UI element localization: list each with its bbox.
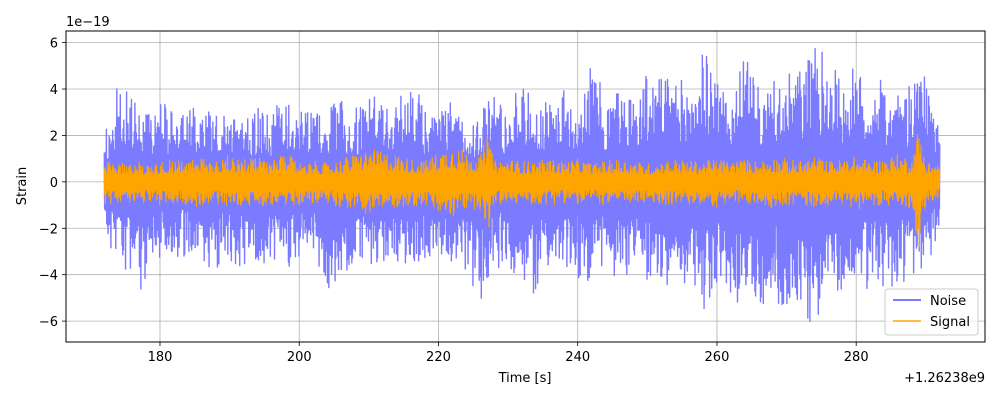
y-tick-label: −6 bbox=[39, 315, 58, 330]
y-axis-label: Strain bbox=[15, 167, 30, 206]
series-layer bbox=[103, 47, 941, 322]
plot-frame bbox=[65, 30, 986, 343]
x-tick-label: 180 bbox=[148, 350, 173, 365]
x-tick-label: 240 bbox=[565, 350, 590, 365]
y-tick-label: −4 bbox=[39, 269, 58, 284]
x-tick-label: 280 bbox=[844, 350, 869, 365]
y-tick-label: 6 bbox=[50, 37, 58, 52]
x-axis-label: Time [s] bbox=[498, 371, 552, 386]
axis-ticks: 180 200 220 240 260 280 −6 −4 −2 0 2 4 6 bbox=[39, 37, 869, 365]
x-tick-label: 260 bbox=[705, 350, 730, 365]
legend-label-signal: Signal bbox=[930, 315, 970, 330]
x-tick-label: 220 bbox=[426, 350, 451, 365]
legend-label-noise: Noise bbox=[930, 294, 966, 309]
y-tick-label: 2 bbox=[50, 129, 58, 144]
legend: Noise Signal bbox=[884, 288, 979, 336]
series-line-noise bbox=[103, 47, 941, 322]
y-scale-factor: 1e−19 bbox=[66, 15, 110, 30]
x-offset-label: +1.26238e9 bbox=[904, 371, 985, 386]
y-tick-label: −2 bbox=[39, 222, 58, 237]
y-tick-label: 4 bbox=[50, 83, 58, 98]
y-tick-label: 0 bbox=[50, 176, 58, 191]
x-tick-label: 200 bbox=[287, 350, 312, 365]
series-line-signal bbox=[103, 134, 941, 248]
